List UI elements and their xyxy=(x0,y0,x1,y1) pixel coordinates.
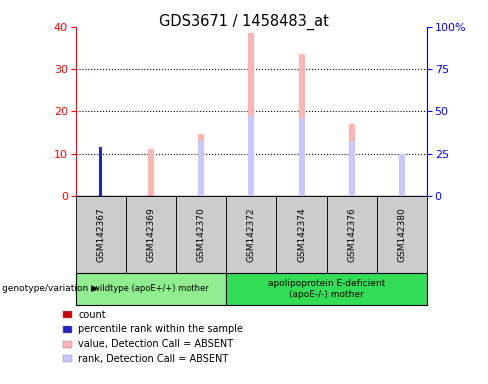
Text: value, Detection Call = ABSENT: value, Detection Call = ABSENT xyxy=(78,339,233,349)
Bar xyxy=(399,154,405,196)
Text: GDS3671 / 1458483_at: GDS3671 / 1458483_at xyxy=(159,13,329,30)
Bar xyxy=(399,160,405,196)
Text: percentile rank within the sample: percentile rank within the sample xyxy=(78,324,243,334)
Bar xyxy=(299,118,305,196)
Bar xyxy=(248,33,254,196)
Text: GSM142370: GSM142370 xyxy=(197,207,205,262)
Bar xyxy=(99,147,102,196)
Text: GSM142374: GSM142374 xyxy=(297,207,306,262)
Bar xyxy=(349,141,355,196)
Text: GSM142367: GSM142367 xyxy=(96,207,105,262)
Bar xyxy=(349,124,355,196)
Text: rank, Detection Call = ABSENT: rank, Detection Call = ABSENT xyxy=(78,354,228,364)
Text: GSM142380: GSM142380 xyxy=(397,207,407,262)
Text: GSM142372: GSM142372 xyxy=(247,207,256,262)
Bar xyxy=(99,149,102,196)
Text: apolipoprotein E-deficient
(apoE-/-) mother: apolipoprotein E-deficient (apoE-/-) mot… xyxy=(268,279,385,299)
Text: wildtype (apoE+/+) mother: wildtype (apoE+/+) mother xyxy=(93,285,209,293)
Bar xyxy=(248,116,254,196)
Text: GSM142376: GSM142376 xyxy=(347,207,356,262)
Bar xyxy=(198,141,204,196)
Bar xyxy=(198,134,204,196)
Bar xyxy=(148,149,154,196)
Text: genotype/variation ▶: genotype/variation ▶ xyxy=(2,285,99,293)
Text: GSM142369: GSM142369 xyxy=(146,207,156,262)
Bar xyxy=(299,55,305,196)
Text: count: count xyxy=(78,310,106,320)
